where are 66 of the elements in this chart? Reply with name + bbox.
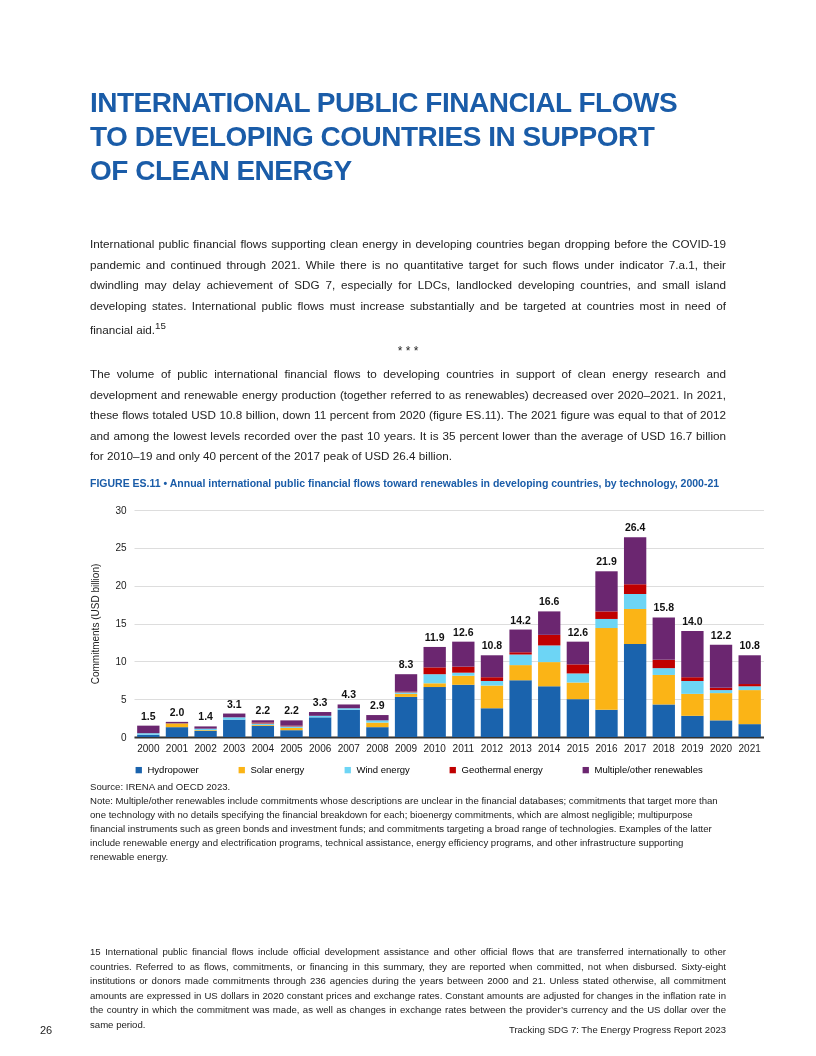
total-label: 10.8	[739, 639, 761, 652]
y-tick-label: 30	[115, 504, 127, 516]
x-tick-label: 2001	[165, 742, 189, 754]
x-tick-label: 2004	[251, 742, 275, 754]
x-tick-label: 2013	[509, 742, 533, 754]
legend-label: Multiple/other renewables	[594, 764, 703, 776]
total-label: 21.9	[596, 555, 617, 568]
x-tick-label: 2008	[366, 742, 389, 754]
y-tick-label: 10	[115, 655, 127, 667]
text: International public financial flows supporting clean energy in developing countries began dropping before the COVID-19 pandemic and continued through 2021. While there is no quantitative target for such flows under indicator 7.a.1, their dwindling may delay achievement of SDG 7, especially for LDCs, landlocked developing countries, and small island developing states. International public flows must increase substantially and be targeted at countries most in need of financial aid.$^{15}$	[90, 236, 726, 338]
total-label: 3.3	[312, 695, 328, 708]
chart-subtitle: FIGURE ES.11 • Annual international public financial flows toward renewables in developing countries, by technology, 2000-21	[90, 476, 721, 489]
x-tick-label: 2018	[652, 742, 676, 754]
x-tick-label: 2010	[423, 742, 447, 754]
total-label: 12.6	[567, 625, 589, 638]
legend-label: Solar energy	[250, 764, 305, 776]
text: The volume of public international financial flows to developing countries in support of clean energy research and development and renewable energy production (together referred to as renewables) decreased over 2020–2021. In 2021, these flows totaled USD 10.8 billion, down 11 percent from 2020 (figure ES.11). The 2021 figure was equal to that of 2012 and among the lowest levels recorded over the past 10 years. It is 35 percent lower than the average of USD 16.7 billion for 2010–19 and only 40 percent of the 2017 peak of USD 26.4 billion.	[90, 366, 726, 465]
total-label: 26.4	[624, 521, 646, 534]
total-label: 2.2	[255, 704, 271, 717]
total-label: 8.3	[398, 658, 414, 671]
text: Tracking SDG 7: The Energy Progress Report 2023	[508, 1024, 726, 1035]
x-tick-label: 2005	[280, 742, 304, 754]
y-tick-label: 5	[120, 693, 127, 705]
total-label: 12.6	[453, 625, 474, 638]
total-label: 4.3	[341, 688, 357, 701]
total-label: 14.0	[682, 614, 703, 627]
x-tick-label: 2006	[309, 742, 332, 754]
total-label: 1.5	[141, 709, 156, 722]
total-label: 2.9	[370, 698, 385, 711]
text: Note: Multiple/other renewables include commitments whose descriptions are unclear in the financial databases; commitments that target more than one technology with no details specifying the financial breakdown for each; bioenergy commitments, which are almost negligible; multipurpose financial instruments such as green bonds and investment funds; and commitments targeting a broad range of technologies. Examples of the latter include renewable energy and electrification programs, technical assistance, energy efficiency programs, and other infrastructure supporting renewable energy.	[90, 794, 719, 864]
y-axis-title: Commitments (USD billion)	[90, 563, 102, 685]
x-tick-label: 2009	[394, 742, 418, 754]
total-label: 15.8	[653, 601, 675, 614]
x-tick-label: 2014	[538, 742, 561, 754]
total-label: 14.2	[510, 613, 531, 626]
x-tick-label: 2015	[566, 742, 590, 754]
y-tick-label: 0	[120, 731, 127, 743]
x-tick-label: 2019	[681, 742, 704, 754]
x-tick-label: 2002	[194, 742, 218, 754]
x-tick-label: 2016	[595, 742, 619, 754]
text: * * *	[396, 344, 420, 359]
x-tick-label: 2020	[709, 742, 733, 754]
x-tick-label: 2000	[137, 742, 160, 754]
total-label: 12.2	[710, 628, 732, 641]
total-label: 2.0	[169, 705, 185, 718]
source-note: Source: IRENA and OECD 2023.	[90, 780, 232, 794]
chart-title: INTERNATIONAL PUBLIC FINANCIAL FLOWS TO DEVELOPING COUNTRIES IN SUPPORT OF CLEAN ENERGY	[90, 86, 679, 188]
x-tick-label: 2017	[624, 742, 647, 754]
total-label: 2.2	[284, 704, 299, 717]
text: 26	[40, 1024, 53, 1036]
legend-label: Wind energy	[356, 764, 411, 776]
y-tick-label: 15	[115, 617, 127, 629]
legend-label: Geothermal energy	[461, 764, 544, 776]
y-tick-label: 20	[115, 580, 127, 592]
total-label: 1.4	[198, 710, 214, 723]
total-label: 10.8	[481, 639, 503, 652]
y-tick-label: 25	[115, 542, 127, 554]
total-label: 11.9	[424, 630, 445, 643]
total-label: 3.1	[226, 697, 242, 710]
x-tick-label: 2021	[738, 742, 762, 754]
x-tick-label: 2007	[337, 742, 361, 754]
legend-label: Hydropower	[147, 764, 199, 776]
x-tick-label: 2012	[480, 742, 504, 754]
total-label: 16.6	[539, 595, 560, 608]
x-tick-label: 2011	[452, 742, 475, 754]
x-tick-label: 2003	[223, 742, 246, 754]
